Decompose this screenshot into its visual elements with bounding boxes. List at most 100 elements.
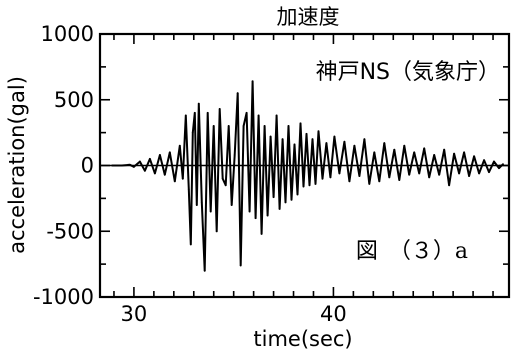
data-point bbox=[453, 152, 456, 155]
data-point bbox=[302, 185, 305, 188]
data-point bbox=[203, 269, 206, 272]
data-point bbox=[287, 125, 290, 127]
data-point bbox=[325, 142, 328, 145]
tick-marks bbox=[100, 33, 509, 298]
data-point bbox=[348, 180, 351, 183]
data-point bbox=[403, 144, 406, 147]
data-point bbox=[269, 135, 272, 138]
data-point bbox=[333, 135, 336, 138]
data-point bbox=[239, 264, 242, 267]
data-point bbox=[260, 232, 263, 235]
data-point bbox=[502, 163, 504, 166]
data-point bbox=[433, 154, 436, 156]
data-point bbox=[173, 180, 176, 183]
data-point bbox=[178, 144, 181, 147]
data-point bbox=[221, 177, 224, 180]
data-point bbox=[408, 173, 411, 176]
data-point bbox=[195, 204, 198, 206]
chart-title: 加速度 bbox=[277, 5, 340, 29]
data-point bbox=[143, 169, 146, 172]
data-point bbox=[184, 114, 187, 117]
data-point bbox=[129, 163, 131, 166]
data-point bbox=[428, 176, 431, 179]
data-point bbox=[224, 184, 227, 187]
data-point bbox=[343, 140, 346, 143]
data-point bbox=[248, 210, 251, 213]
station-annotation: 神戸NS（気象庁） bbox=[316, 60, 500, 85]
figure-annotation: 図 （３）a bbox=[356, 239, 468, 264]
data-point bbox=[478, 172, 480, 175]
data-point bbox=[263, 125, 266, 127]
data-point bbox=[251, 80, 254, 83]
data-point bbox=[272, 196, 275, 198]
data-point bbox=[443, 148, 446, 151]
data-point bbox=[296, 193, 299, 196]
data-point bbox=[493, 160, 495, 163]
data-point bbox=[418, 172, 421, 175]
data-point bbox=[463, 151, 466, 154]
data-point bbox=[193, 112, 196, 114]
data-point bbox=[383, 142, 386, 145]
data-point bbox=[197, 102, 200, 105]
data-point bbox=[438, 173, 441, 176]
data-point bbox=[483, 159, 485, 162]
data-point bbox=[353, 144, 356, 147]
data-point bbox=[308, 184, 311, 187]
y-axis-title: acceleration(gal) bbox=[5, 76, 29, 254]
data-point bbox=[305, 133, 308, 135]
data-point bbox=[368, 183, 371, 185]
data-point bbox=[299, 122, 302, 125]
data-point bbox=[139, 160, 141, 163]
y-tick-label: -1000 bbox=[33, 285, 94, 309]
series-points bbox=[111, 80, 504, 272]
data-point bbox=[329, 176, 332, 179]
data-point bbox=[206, 112, 209, 114]
x-tick-labels: 30 40 bbox=[121, 302, 347, 326]
data-point bbox=[317, 130, 320, 133]
x-tick-label: 30 bbox=[121, 302, 148, 326]
data-point bbox=[209, 210, 212, 213]
data-point bbox=[163, 173, 166, 176]
x-axis-title: time(sec) bbox=[253, 327, 352, 351]
data-point bbox=[230, 204, 233, 206]
data-point bbox=[200, 201, 203, 204]
data-point bbox=[278, 207, 281, 210]
data-point bbox=[254, 217, 257, 220]
data-point bbox=[236, 92, 239, 95]
data-point bbox=[338, 172, 341, 175]
data-point bbox=[121, 164, 123, 167]
data-point bbox=[148, 158, 151, 160]
data-point bbox=[358, 175, 361, 177]
y-tick-label: 0 bbox=[81, 154, 94, 178]
data-point bbox=[468, 175, 470, 177]
data-point bbox=[388, 176, 391, 179]
data-point bbox=[227, 125, 230, 127]
data-point bbox=[363, 138, 366, 141]
data-point bbox=[413, 151, 416, 154]
data-point bbox=[266, 214, 269, 217]
data-point bbox=[314, 183, 317, 185]
data-point bbox=[245, 112, 248, 114]
data-point bbox=[398, 179, 401, 181]
data-point bbox=[153, 172, 156, 175]
data-point bbox=[257, 114, 260, 117]
data-point bbox=[187, 188, 190, 191]
data-point bbox=[133, 165, 135, 168]
data-point bbox=[423, 147, 426, 150]
y-tick-label: 1000 bbox=[41, 22, 94, 46]
data-point bbox=[488, 171, 490, 173]
data-point bbox=[181, 177, 184, 180]
data-point bbox=[215, 230, 218, 233]
data-point bbox=[473, 155, 475, 158]
y-tick-label: 500 bbox=[54, 88, 94, 112]
data-point bbox=[458, 172, 461, 175]
data-point bbox=[233, 154, 236, 156]
data-point bbox=[448, 184, 451, 187]
data-point bbox=[212, 125, 215, 127]
data-point bbox=[284, 201, 287, 204]
data-point bbox=[293, 143, 296, 146]
x-tick-label: 40 bbox=[320, 302, 347, 326]
data-point bbox=[281, 138, 284, 141]
data-point bbox=[191, 131, 194, 134]
